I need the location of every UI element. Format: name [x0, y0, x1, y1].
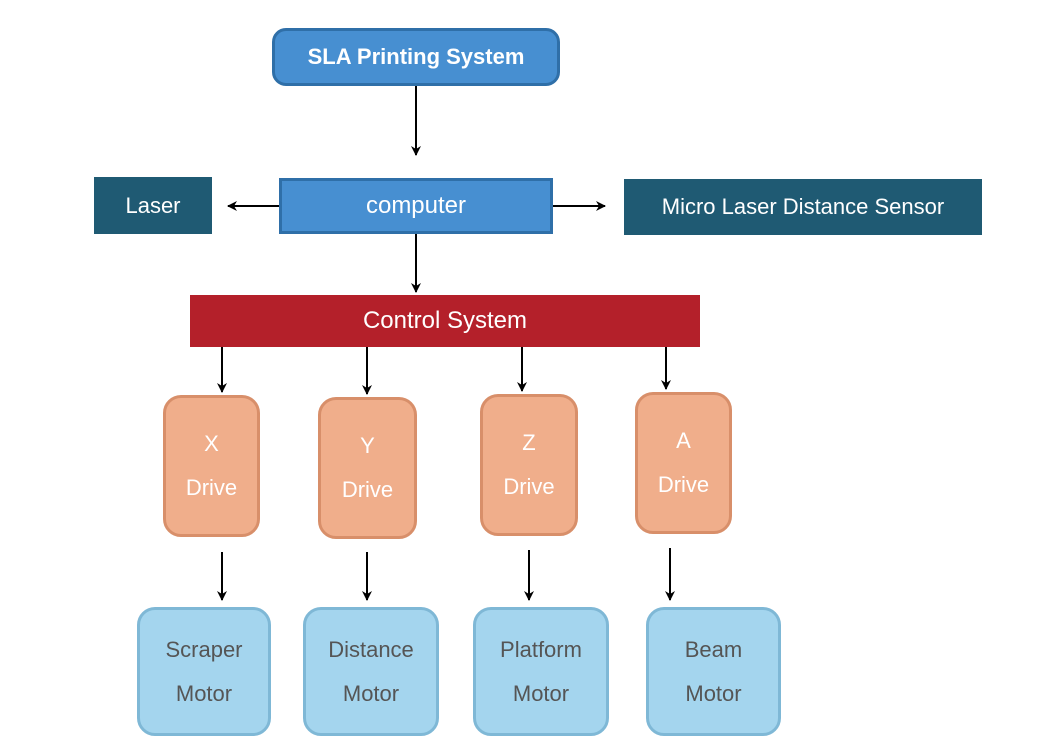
y-drive-label2: Drive [342, 477, 393, 503]
a-drive-label1: A [676, 428, 691, 454]
a-drive-node: A Drive [635, 392, 732, 534]
a-drive-label2: Drive [658, 472, 709, 498]
x-drive-node: X Drive [163, 395, 260, 537]
platform-motor-label2: Motor [513, 681, 569, 707]
scraper-motor-label1: Scraper [165, 637, 242, 663]
distance-motor-node: Distance Motor [303, 607, 439, 736]
sensor-node: Micro Laser Distance Sensor [624, 179, 982, 235]
beam-motor-label2: Motor [685, 681, 741, 707]
beam-motor-node: Beam Motor [646, 607, 781, 736]
beam-motor-label1: Beam [685, 637, 742, 663]
y-drive-node: Y Drive [318, 397, 417, 539]
control-system-node: Control System [190, 295, 700, 347]
scraper-motor-label2: Motor [176, 681, 232, 707]
computer-node: computer [279, 178, 553, 234]
sla-printing-system-node: SLA Printing System [272, 28, 560, 86]
z-drive-label2: Drive [503, 474, 554, 500]
computer-label: computer [366, 192, 466, 220]
distance-motor-label1: Distance [328, 637, 414, 663]
platform-motor-label1: Platform [500, 637, 582, 663]
z-drive-label1: Z [522, 430, 535, 456]
sensor-label: Micro Laser Distance Sensor [662, 194, 944, 220]
control-label: Control System [363, 307, 527, 335]
z-drive-node: Z Drive [480, 394, 578, 536]
laser-label: Laser [125, 193, 180, 219]
platform-motor-node: Platform Motor [473, 607, 609, 736]
x-drive-label1: X [204, 431, 219, 457]
laser-node: Laser [94, 177, 212, 234]
scraper-motor-node: Scraper Motor [137, 607, 271, 736]
sla-label: SLA Printing System [308, 44, 525, 70]
y-drive-label1: Y [360, 433, 375, 459]
x-drive-label2: Drive [186, 475, 237, 501]
distance-motor-label2: Motor [343, 681, 399, 707]
